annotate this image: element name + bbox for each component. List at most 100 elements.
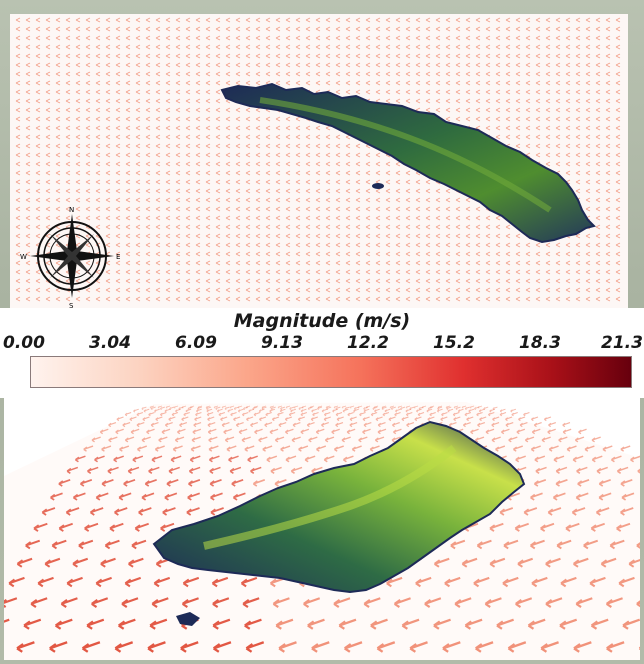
wind-arrow-icon <box>595 134 601 140</box>
wind-arrow-icon <box>165 179 171 185</box>
island-terrain-top <box>220 82 596 244</box>
wind-arrow-icon <box>585 62 591 68</box>
wind-arrow-icon <box>415 269 421 275</box>
wind-arrow-icon <box>578 428 587 435</box>
wind-arrow-icon <box>65 17 71 23</box>
wind-arrow-icon <box>405 71 411 77</box>
wind-arrow-icon <box>255 17 261 23</box>
wind-arrow-icon <box>307 618 325 630</box>
wind-arrow-icon <box>485 287 491 293</box>
wind-arrow-icon <box>65 161 71 167</box>
wind-arrow-icon <box>335 412 343 417</box>
wind-arrow-icon <box>487 412 495 417</box>
wind-arrow-icon <box>545 242 551 248</box>
wind-arrow-icon <box>254 428 263 435</box>
wind-arrow-icon <box>35 233 41 239</box>
wind-arrow-icon <box>136 412 144 417</box>
wind-arrow-icon <box>245 296 251 302</box>
wind-arrow-icon <box>605 161 611 167</box>
wind-arrow-icon <box>135 260 141 266</box>
wind-arrow-icon <box>295 197 301 203</box>
wind-arrow-icon <box>435 197 441 203</box>
wind-arrow-icon <box>255 107 261 113</box>
wind-arrow-icon <box>395 269 401 275</box>
wind-arrow-icon <box>565 287 571 293</box>
wind-arrow-icon <box>565 62 571 68</box>
wind-arrow-icon <box>45 170 51 176</box>
wind-arrow-icon <box>269 405 275 409</box>
wind-arrow-icon <box>325 206 331 212</box>
wind-arrow-icon <box>145 179 151 185</box>
wind-arrow-icon <box>105 152 111 158</box>
wind-arrow-icon <box>157 405 163 409</box>
wind-arrow-icon <box>65 179 71 185</box>
wind-arrow-icon <box>405 405 411 409</box>
wind-arrow-icon <box>345 197 351 203</box>
wind-arrow-icon <box>272 597 290 608</box>
wind-arrow-icon <box>365 251 371 257</box>
wind-arrow-icon <box>105 26 111 32</box>
wind-arrow-icon <box>585 278 591 284</box>
wind-arrow-icon <box>565 161 571 167</box>
wind-arrow-icon <box>85 17 91 23</box>
wind-arrow-icon <box>572 455 584 463</box>
wind-arrow-icon <box>125 215 131 221</box>
wind-arrow-icon <box>595 188 601 194</box>
wind-arrow-icon <box>15 260 21 266</box>
wind-arrow-icon <box>175 80 181 86</box>
wind-arrow-icon <box>555 71 561 77</box>
wind-arrow-icon <box>345 143 351 149</box>
wind-arrow-icon <box>65 507 80 516</box>
wind-arrow-icon <box>285 152 291 158</box>
wind-arrow-icon <box>445 89 451 95</box>
wind-arrow-icon <box>275 143 281 149</box>
wind-arrow-icon <box>335 242 341 248</box>
wind-arrow-icon <box>215 161 221 167</box>
wind-arrow-icon <box>355 35 361 41</box>
wind-arrow-icon <box>335 269 341 275</box>
wind-arrow-icon <box>585 269 591 275</box>
wind-arrow-icon <box>590 618 609 630</box>
wind-arrow-icon <box>484 597 502 608</box>
wind-arrow-icon <box>105 62 111 68</box>
wind-arrow-icon <box>35 98 41 104</box>
wind-arrow-icon <box>335 35 341 41</box>
wind-arrow-icon <box>295 287 301 293</box>
wind-arrow-icon <box>575 125 581 131</box>
wind-arrow-icon <box>425 71 431 77</box>
wind-arrow-icon <box>591 455 603 463</box>
wind-arrow-icon <box>355 242 361 248</box>
wind-arrow-icon <box>305 44 311 50</box>
wind-arrow-icon <box>347 412 354 417</box>
wind-arrow-icon <box>85 170 91 176</box>
wind-arrow-icon <box>269 428 279 435</box>
wind-arrow-icon <box>224 406 230 410</box>
wind-arrow-icon <box>295 53 301 59</box>
wind-arrow-icon <box>175 233 181 239</box>
wind-arrow-icon <box>405 296 411 302</box>
wind-arrow-icon <box>135 161 141 167</box>
wind-arrow-icon <box>363 406 369 410</box>
wind-arrow-icon <box>595 251 601 257</box>
wind-arrow-icon <box>385 242 391 248</box>
wind-arrow-icon <box>475 215 481 221</box>
wind-arrow-icon <box>300 428 310 435</box>
wind-arrow-icon <box>585 134 591 140</box>
wind-arrow-icon <box>406 421 415 428</box>
wind-arrow-icon <box>235 233 241 239</box>
wind-arrow-icon <box>255 62 261 68</box>
wind-arrow-icon <box>415 296 421 302</box>
wind-arrow-icon <box>205 35 211 41</box>
wind-arrow-icon <box>315 35 321 41</box>
wind-arrow-icon <box>145 269 151 275</box>
wind-arrow-icon <box>231 479 244 487</box>
wind-arrow-icon <box>455 107 461 113</box>
wind-arrow-icon <box>375 17 381 23</box>
wind-arrow-icon <box>455 53 461 59</box>
wind-arrow-icon <box>315 278 321 284</box>
wind-arrow-icon <box>145 233 151 239</box>
wind-arrow-icon <box>405 197 411 203</box>
wind-arrow-icon <box>555 26 561 32</box>
wind-arrow-icon <box>385 80 391 86</box>
wind-arrow-icon <box>124 412 132 417</box>
